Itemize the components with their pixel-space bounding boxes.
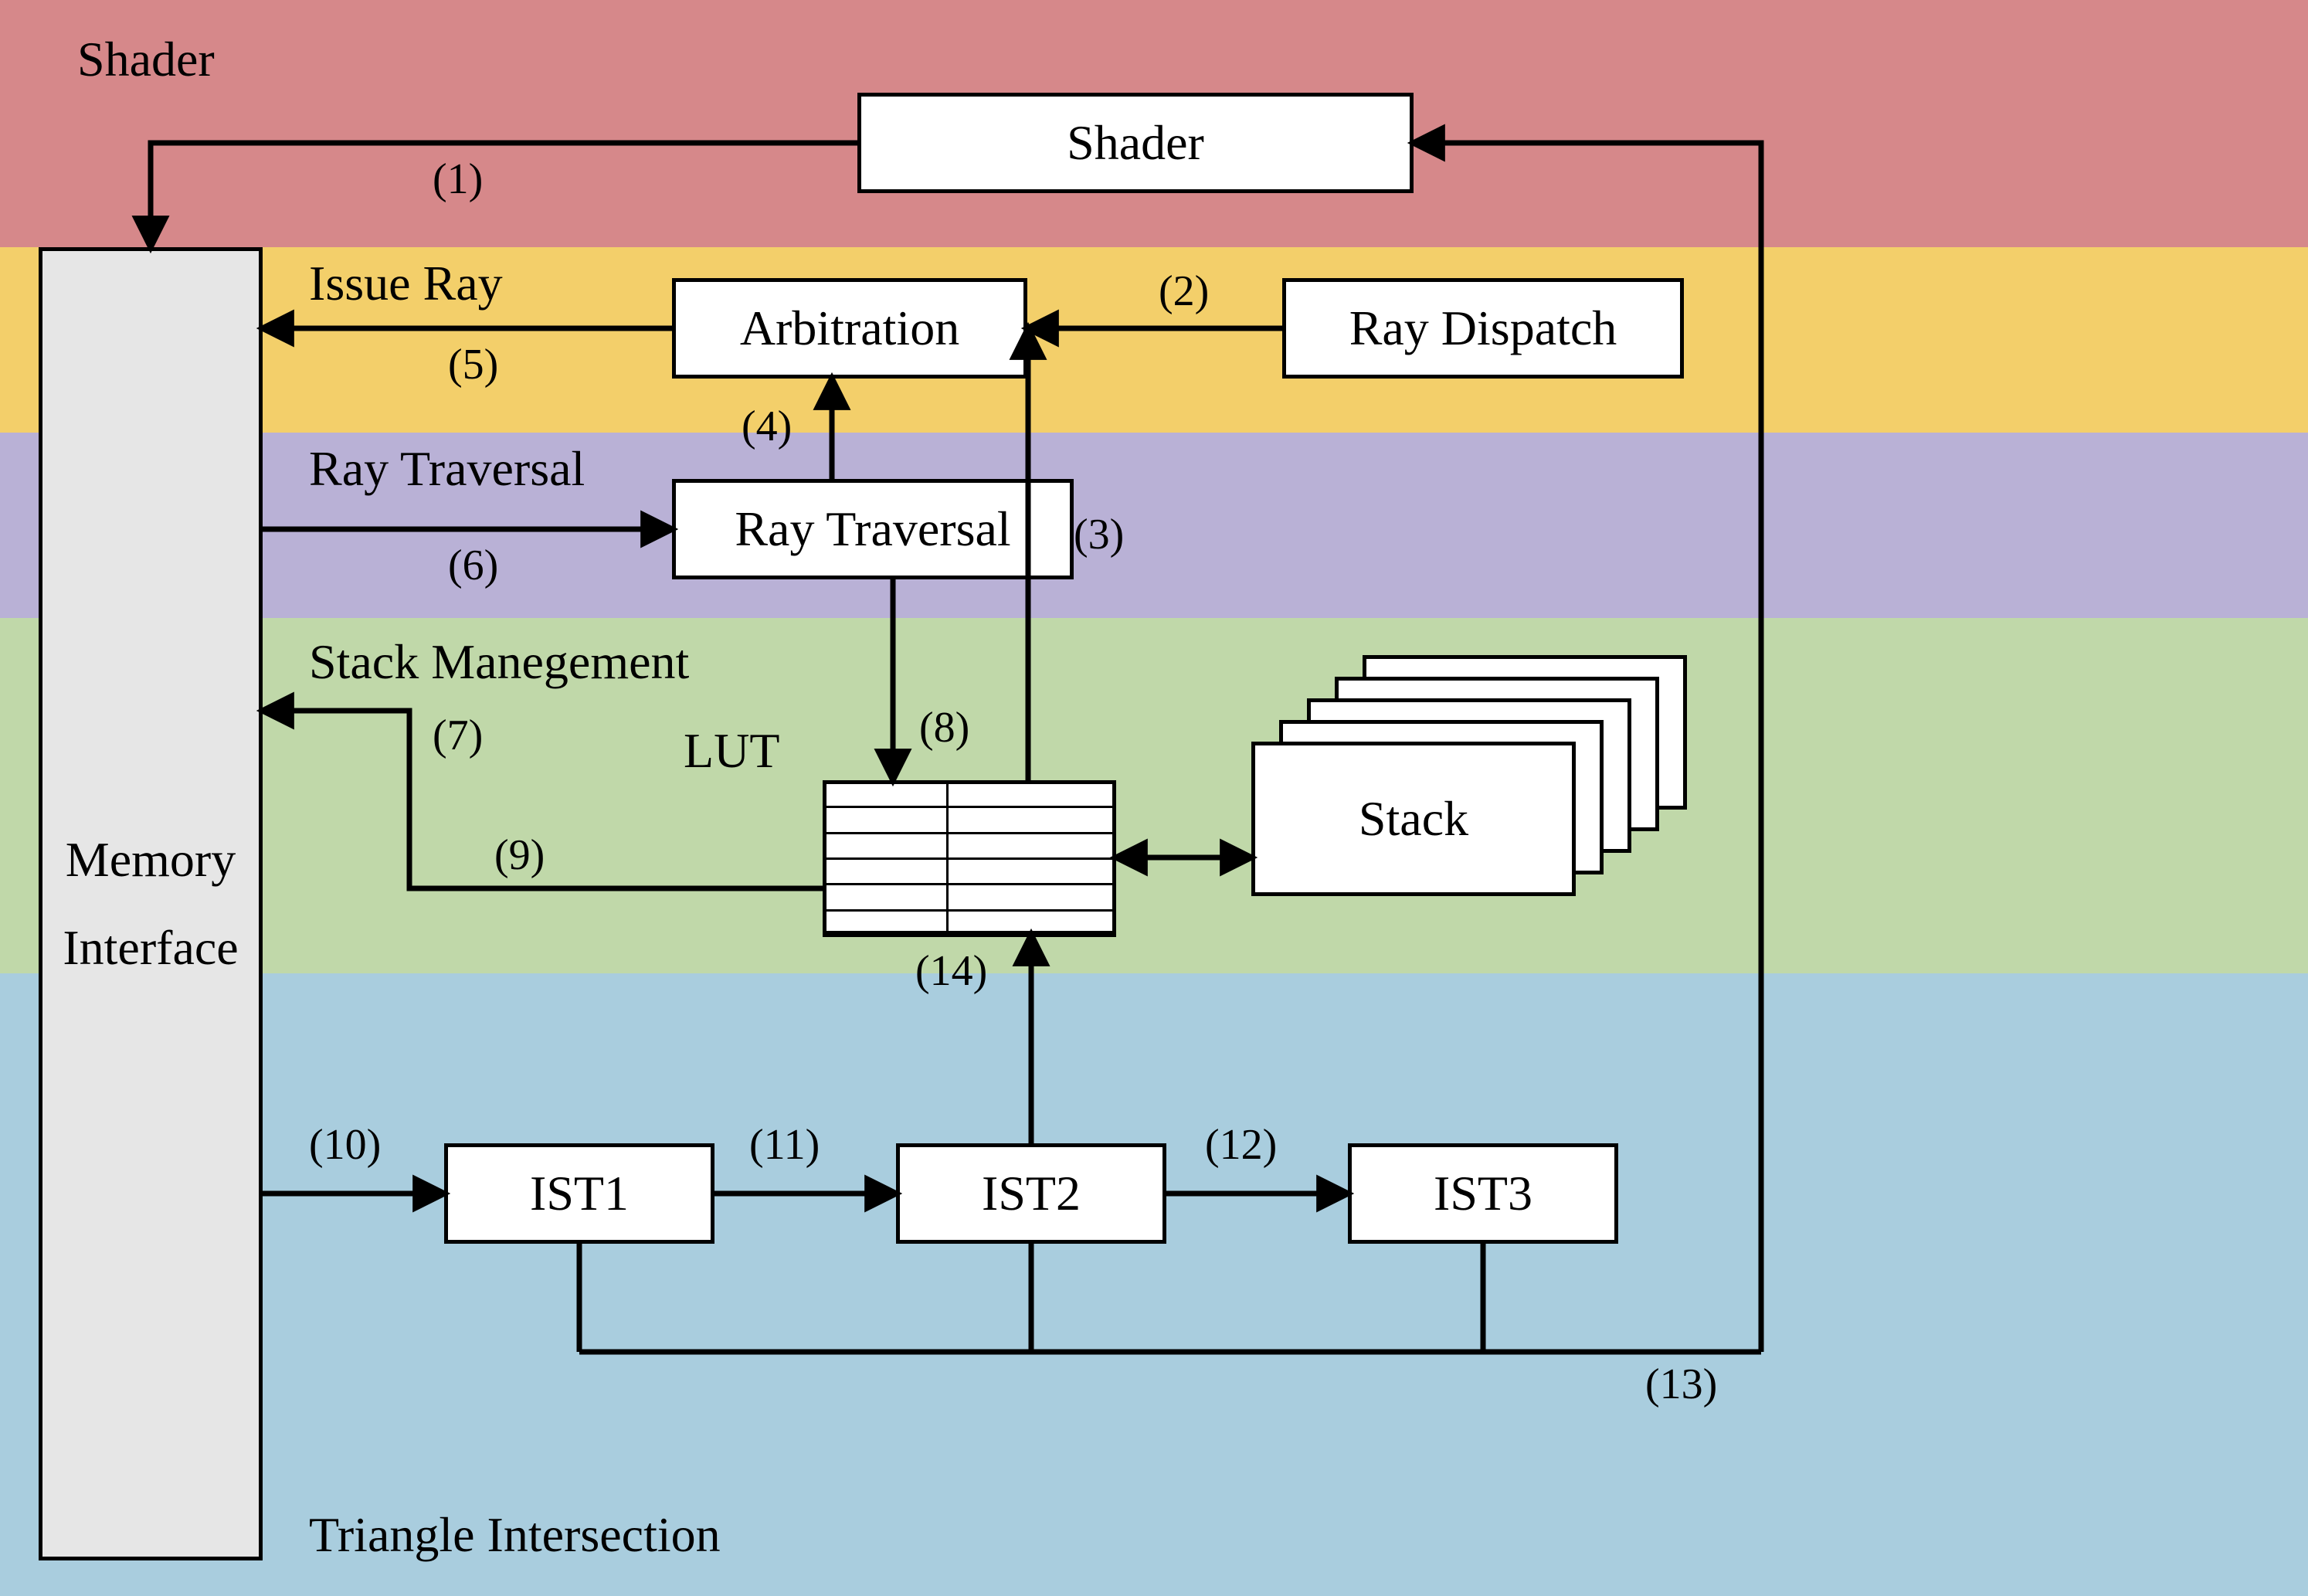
lut-row [823, 909, 1116, 937]
lut-label: LUT [684, 722, 779, 779]
edge-label-e8: (8) [919, 703, 969, 752]
box-raytraversal: Ray Traversal [672, 479, 1074, 579]
band-label-issue: Issue Ray [309, 255, 503, 312]
edge-label-e12: (12) [1205, 1120, 1277, 1170]
memory-interface-label-2: Interface [63, 919, 238, 976]
box-arbitration: Arbitration [672, 278, 1027, 379]
memory-interface: Memory Interface [39, 247, 263, 1560]
box-label-arbitration: Arbitration [740, 300, 959, 357]
edge-label-e13: (13) [1645, 1360, 1717, 1409]
lut-row [823, 806, 1116, 834]
box-ist2: IST2 [896, 1143, 1166, 1244]
edge-label-e6: (6) [448, 541, 498, 590]
stack-card: Stack [1251, 742, 1576, 896]
lut-row [823, 780, 1116, 808]
edge-label-e10: (10) [309, 1120, 381, 1170]
edge-label-e2: (2) [1159, 267, 1209, 316]
edge-label-e9: (9) [494, 830, 545, 880]
box-raydispatch: Ray Dispatch [1282, 278, 1684, 379]
box-label-ist3: IST3 [1434, 1165, 1532, 1222]
lut-divider [946, 780, 949, 935]
edge-label-e4: (4) [742, 402, 792, 451]
box-label-shader: Shader [1067, 114, 1204, 171]
lut-row [823, 857, 1116, 885]
box-label-raydispatch: Ray Dispatch [1349, 300, 1617, 357]
lut-row [823, 832, 1116, 860]
box-ist3: IST3 [1348, 1143, 1618, 1244]
edge-label-e11: (11) [749, 1120, 820, 1170]
box-label-raytraversal: Ray Traversal [735, 501, 1010, 558]
band-label-triangle: Triangle Intersection [309, 1506, 721, 1564]
band-label-stackmgmt: Stack Manegement [309, 633, 689, 691]
band-triangle [0, 973, 2308, 1596]
box-label-ist1: IST1 [530, 1165, 629, 1222]
box-label-ist2: IST2 [982, 1165, 1081, 1222]
diagram-root: Shader Issue Ray Ray Traversal Stack Manege… [0, 0, 2308, 1596]
box-shader: Shader [857, 93, 1414, 193]
band-label-shader: Shader [77, 31, 215, 88]
lut-row [823, 883, 1116, 911]
edge-label-e14: (14) [915, 946, 987, 996]
edge-label-e5: (5) [448, 340, 498, 389]
edge-label-e7: (7) [433, 711, 483, 760]
box-ist1: IST1 [444, 1143, 714, 1244]
stack-label: Stack [1359, 790, 1468, 847]
edge-label-e1: (1) [433, 155, 483, 204]
band-label-traversal: Ray Traversal [309, 440, 585, 497]
edge-label-e3: (3) [1074, 510, 1124, 559]
memory-interface-label-1: Memory [66, 831, 236, 888]
